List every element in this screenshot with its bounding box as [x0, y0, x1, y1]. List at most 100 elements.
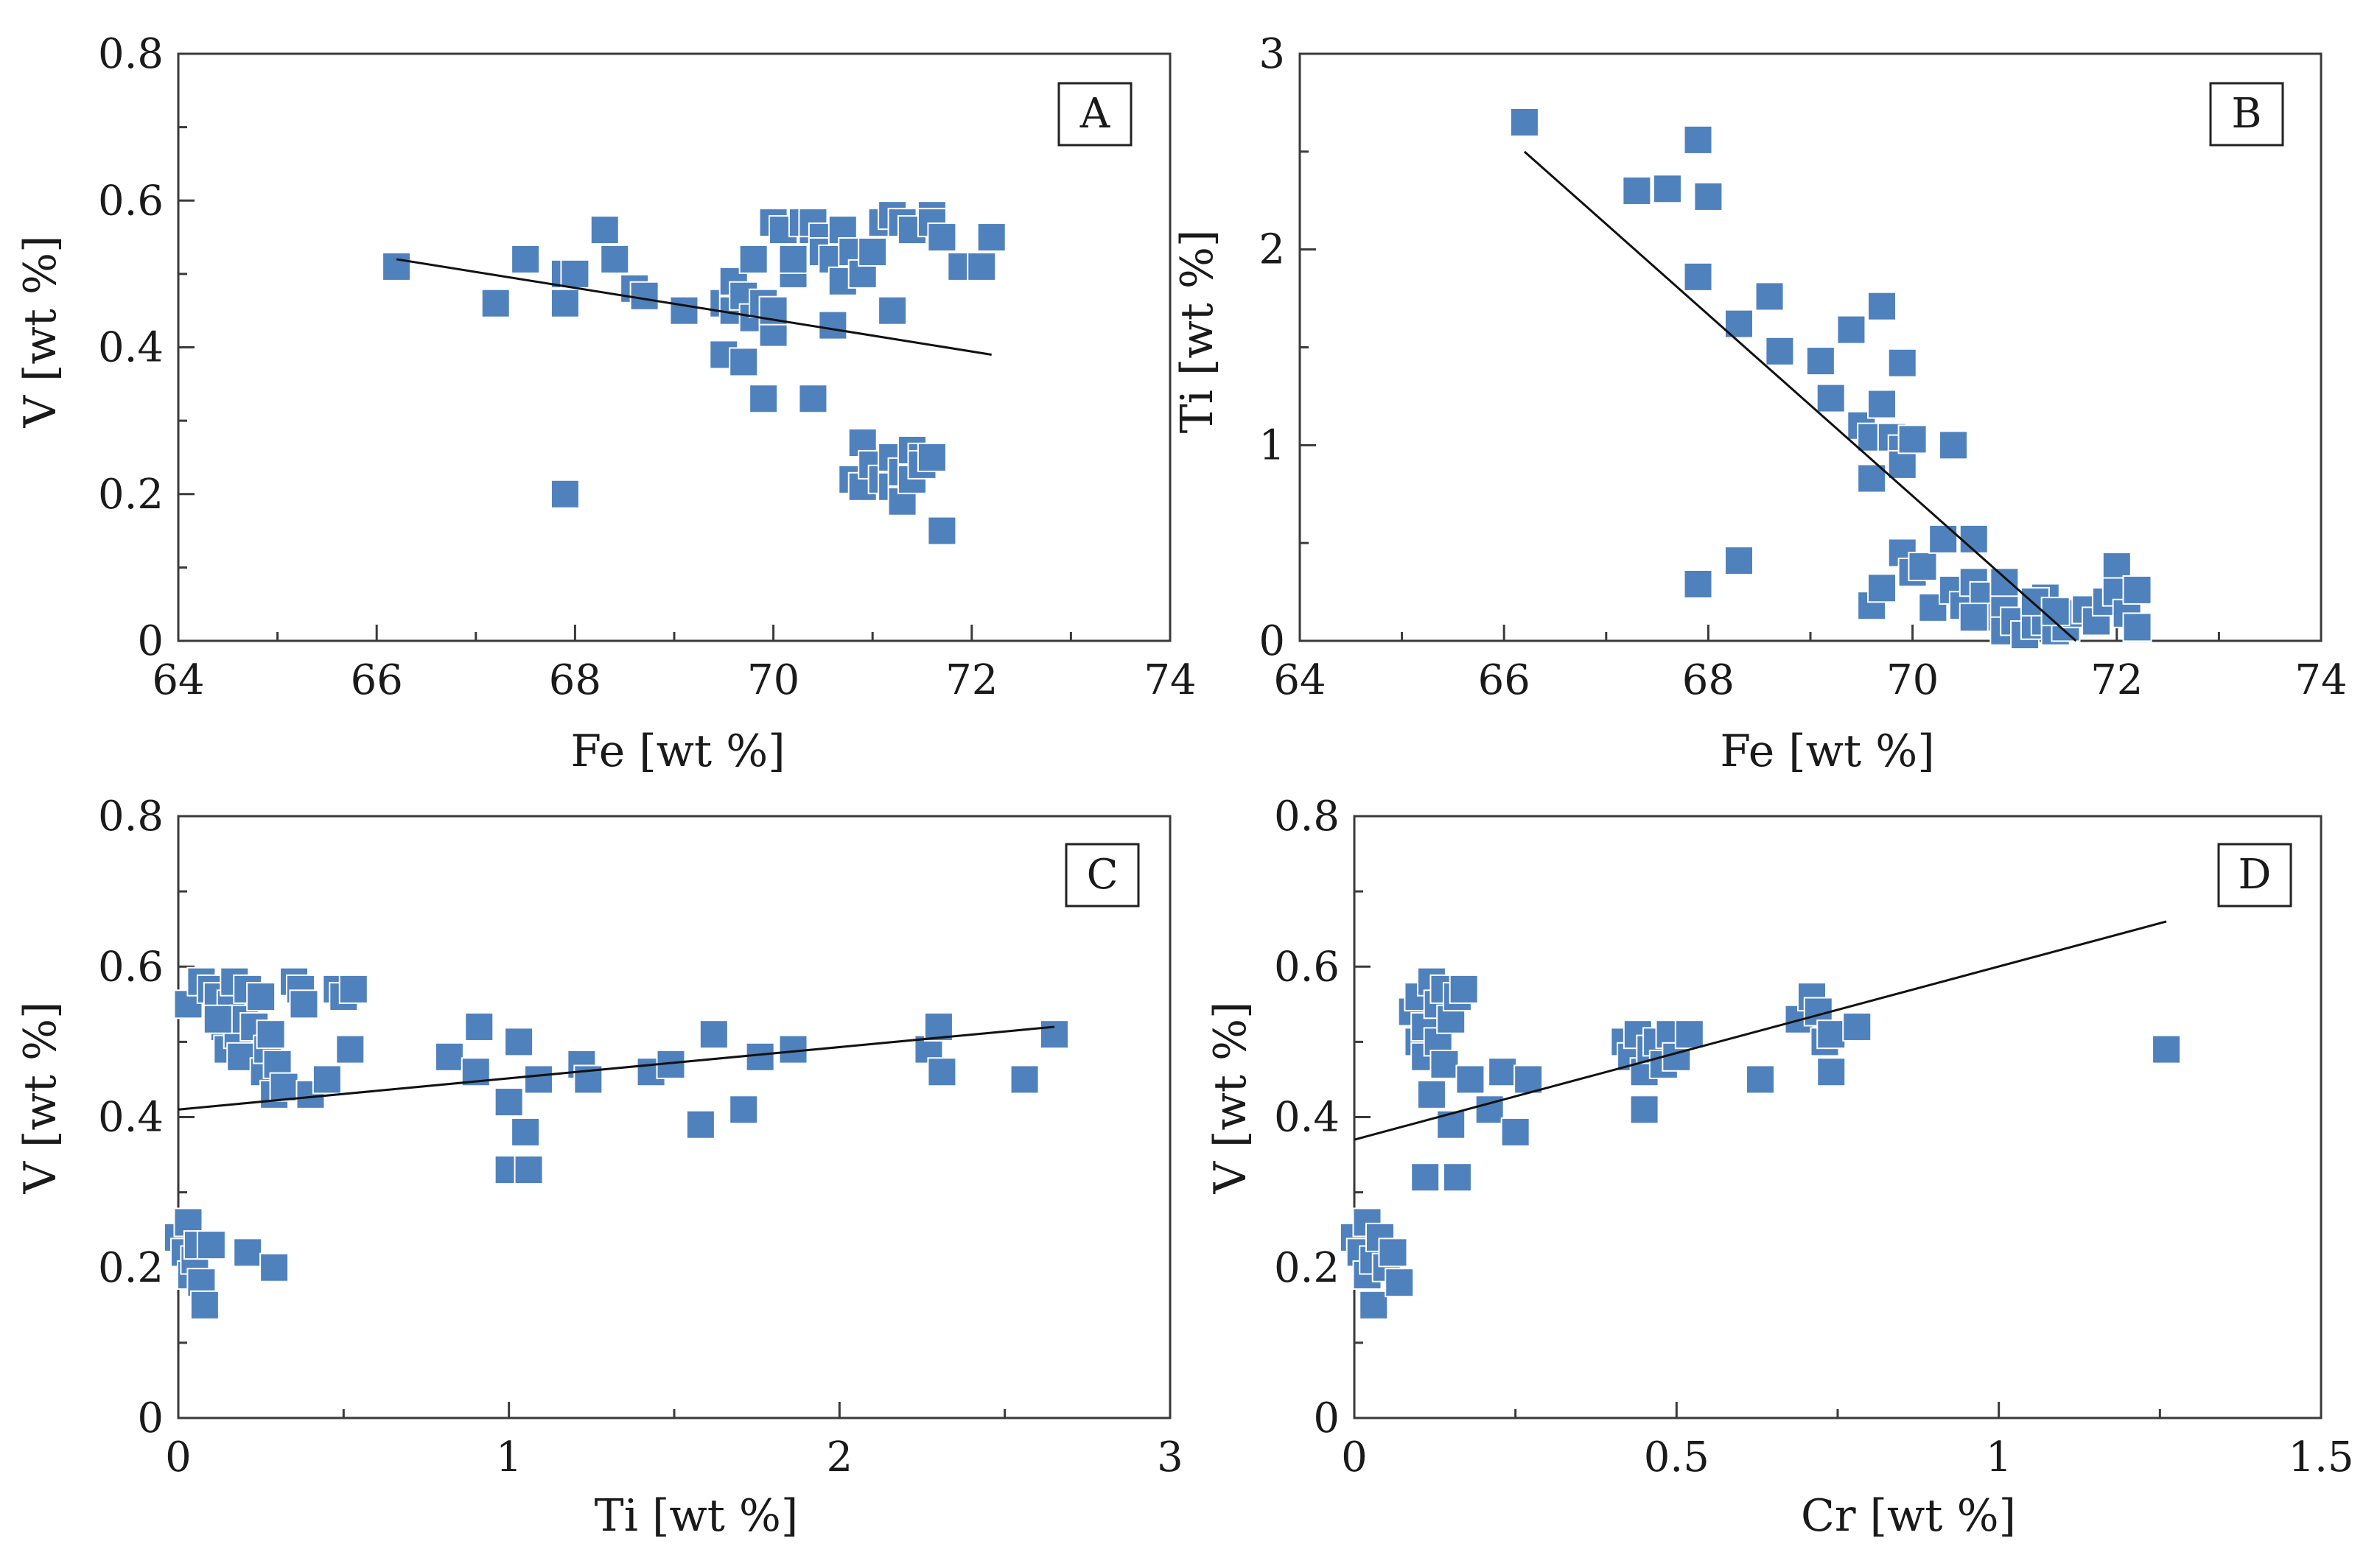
panel-c-data-point [338, 974, 368, 1004]
panel-a-data-point [550, 288, 580, 318]
panel-c-data-point [745, 1042, 775, 1072]
panel-b-data-point [2122, 575, 2152, 605]
panel-b-xtick-label: 66 [1478, 656, 1530, 704]
panel-b-data-point [1939, 430, 1969, 460]
panel-a-xtick-label: 64 [152, 656, 204, 704]
panel-b-data-point [1693, 181, 1723, 211]
panel-c-data-point [511, 1117, 541, 1147]
panel-b-data-point [1887, 348, 1917, 378]
panel-b-data-point [1908, 552, 1938, 582]
panel-d-data-point [1455, 1064, 1485, 1095]
panel-c-ytick-label: 0.8 [98, 793, 164, 840]
panel-b-data-point [1867, 389, 1897, 419]
panel-b-xtick-label: 64 [1273, 656, 1326, 704]
panel-c-data-point [464, 1011, 494, 1042]
panel-d-xtick-label: 1 [1986, 1433, 2012, 1481]
panel-a-ytick-label: 0.4 [98, 324, 164, 372]
panel-d-data-point [1746, 1064, 1776, 1095]
panel-a-trendline [396, 258, 992, 356]
panel-b-data-point [1509, 107, 1539, 137]
panel-a-data-point [858, 236, 888, 267]
panel-c-data-point [256, 1019, 286, 1050]
panel-d-ytick-label: 0.8 [1274, 793, 1340, 840]
panel-d-xtick-label: 0.5 [1644, 1433, 1709, 1481]
panel-b-xtick-label: 72 [2090, 656, 2143, 704]
panel-a-data-point [927, 222, 957, 253]
panel-b-data-point [1754, 281, 1785, 312]
panel-b-data-point [1805, 346, 1835, 376]
panel-a-data-point [589, 215, 620, 245]
panel-b-data-point [1765, 336, 1795, 366]
panel-a-ylabel: V [wt %] [15, 236, 66, 429]
panel-d-data-point [1500, 1117, 1530, 1147]
panel-c-xtick-label: 2 [827, 1433, 853, 1481]
panel-b-data-point [1622, 175, 1652, 206]
panel-c-data-point [259, 1252, 290, 1282]
panel-b-letter: B [2231, 90, 2261, 138]
panel-a-data-point [778, 244, 808, 274]
panel-a-data-point [729, 347, 759, 377]
panel-c-data-point [269, 1072, 299, 1102]
panel-b-data-point [1959, 603, 1989, 633]
panel-a-ytick-label: 0.6 [98, 177, 164, 225]
panel-a-data-point [560, 259, 590, 289]
panel-d-ylabel: V [wt %] [1205, 1002, 1256, 1195]
panel-c-xtick-label: 3 [1157, 1433, 1183, 1481]
panel-d-data-point [1513, 1064, 1544, 1095]
panel-c-ytick-label: 0 [137, 1394, 164, 1442]
panel-c-data-point [1039, 1019, 1069, 1050]
panel-c-data-point [504, 1027, 534, 1057]
panel-d-data-point [1842, 1011, 1872, 1042]
panel-b-data-point [1867, 291, 1897, 321]
panel-b-ylabel: Ti [wt %] [1172, 230, 1223, 434]
panel-a-data-point [738, 244, 769, 274]
panel-d-ytick-label: 0 [1313, 1394, 1340, 1442]
panel-c-data-point [233, 1238, 263, 1268]
panel-b-ytick-label: 1 [1259, 421, 1285, 469]
panel-d-ytick-label: 0.4 [1274, 1094, 1340, 1142]
panel-b-ytick-label: 3 [1259, 30, 1285, 78]
panel-a-xtick-label: 72 [945, 656, 998, 704]
panel-a-data-point [382, 251, 412, 281]
panel-c-ylabel: V [wt %] [15, 1002, 66, 1195]
panel-a: 64 66 68 70 72 74 0 0.2 0.4 0.6 0.8 A Fe [wt %] V … [15, 30, 1197, 777]
panel-b-data-point [1959, 524, 1989, 554]
panel-c-data-point [246, 982, 276, 1012]
panel-c-trendline [178, 1025, 1055, 1111]
panel-b-xtick-label: 68 [1682, 656, 1735, 704]
panel-b-data-point [1928, 524, 1959, 554]
panel-b-data-point [1723, 546, 1754, 576]
panel-b-xtick-label: 74 [2295, 656, 2347, 704]
panel-c-data-point [514, 1154, 544, 1184]
panel-a-data-point [629, 281, 659, 311]
panel-d-trendline [1354, 920, 2167, 1141]
panel-d-data-point [1816, 1057, 1847, 1087]
panel-a-plot-area: 64 66 68 70 72 74 0 0.2 0.4 0.6 0.8 [98, 30, 1197, 704]
panel-b-data-point [1867, 573, 1897, 603]
panel-b-data-point [1836, 315, 1866, 345]
panel-d: 0 0.5 1 1.5 0 0.2 0.4 0.6 0.8 D Cr [wt %] V [wt … [1205, 793, 2354, 1542]
panel-d-data-point [1488, 1057, 1518, 1087]
panel-b-data-point [1652, 174, 1682, 204]
panel-c-data-point [434, 1042, 464, 1072]
panel-a-ytick-label: 0.8 [98, 30, 164, 78]
panel-a-data-point [669, 295, 699, 326]
panel-c-ytick-label: 0.6 [98, 943, 164, 991]
panel-a-data-point [818, 310, 848, 340]
panel-a-xtick-label: 74 [1144, 656, 1196, 704]
panel-c: 0 1 2 3 0 0.2 0.4 0.6 0.8 C Ti [wt %] V [wt %] [15, 793, 1183, 1542]
panel-d-ytick-label: 0.6 [1274, 943, 1340, 991]
panel-b-xlabel: Fe [wt %] [1720, 726, 1934, 777]
panel-a-data-point [976, 222, 1007, 253]
panel-c-data-point [335, 1034, 365, 1064]
panel-a-letter-box [1057, 82, 1133, 147]
panel-b-xtick-label: 70 [1886, 656, 1939, 704]
panel-a-letter: A [1079, 90, 1110, 138]
panel-b-data-point [2122, 612, 2152, 642]
panel-b-ytick-label: 2 [1259, 226, 1285, 274]
panel-c-data-point [289, 989, 319, 1019]
panel-d-data-point [1629, 1095, 1659, 1125]
panel-a-xtick-label: 66 [351, 656, 403, 704]
panel-a-frame [177, 52, 1172, 642]
